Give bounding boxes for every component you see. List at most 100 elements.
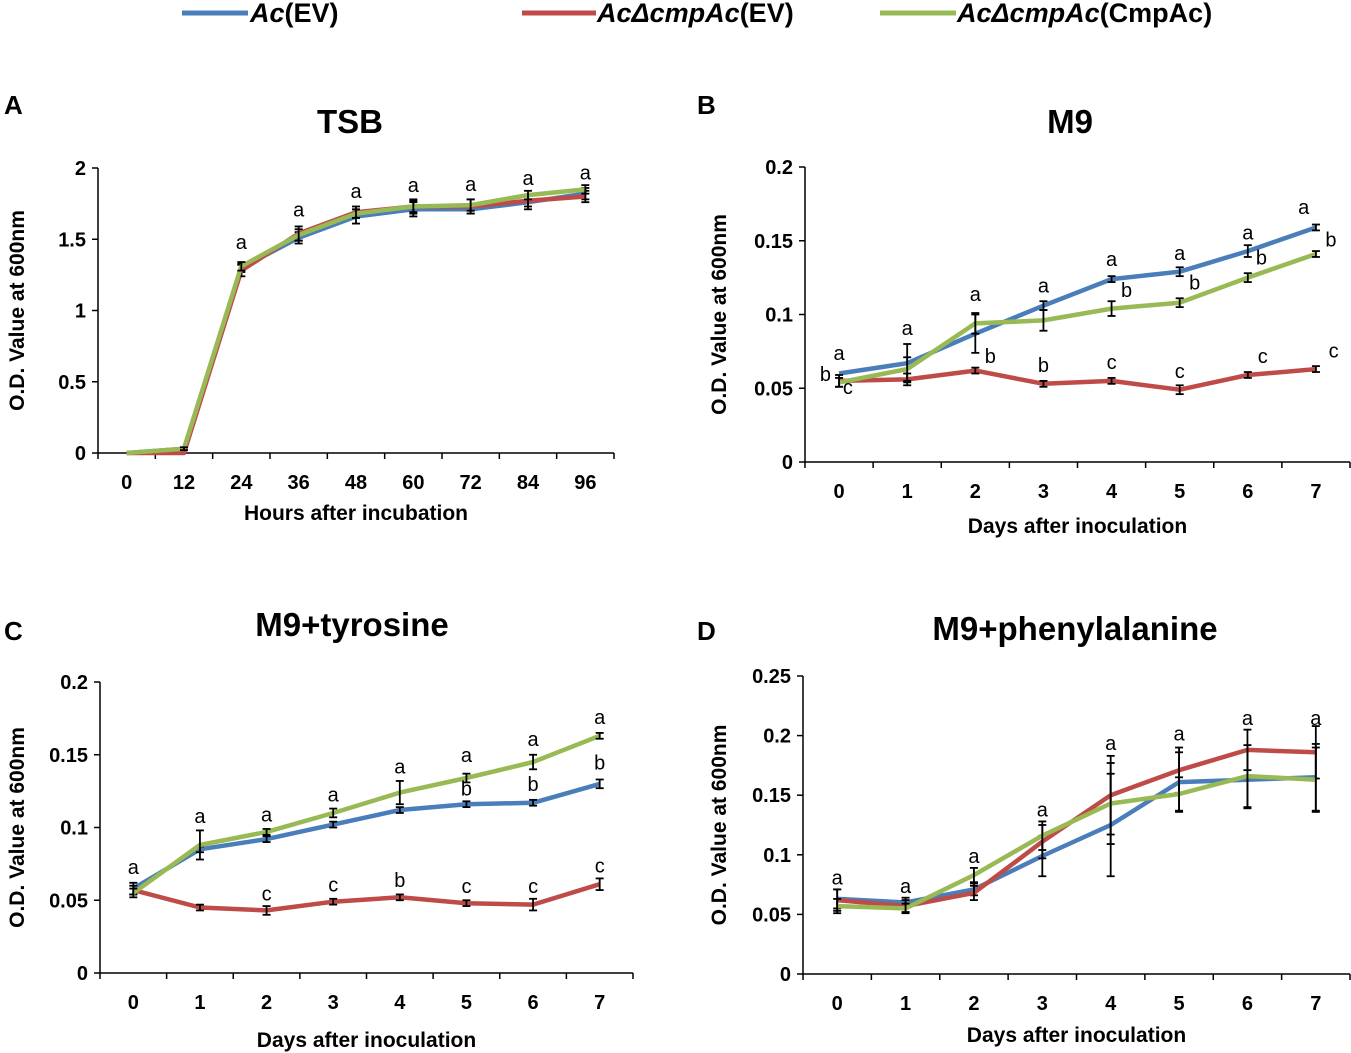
significance-label: c	[595, 856, 605, 878]
significance-label: a	[1310, 708, 1322, 730]
series-ac-cmpac-cmpac	[833, 744, 1320, 915]
x-tick-label: 4	[394, 992, 406, 1014]
series-line	[132, 882, 601, 913]
x-tick-label: 5	[1174, 993, 1185, 1015]
chart-panel-b: B M9 0 0.05 0.1 0.15 0.2 0 1 2 3 4 5 6 7 Days after ino…	[697, 90, 1351, 538]
series-line	[132, 781, 601, 891]
y-tick-label: 0.2	[765, 157, 793, 179]
y-tick-label: 0.5	[58, 372, 86, 394]
significance-label: a	[194, 806, 206, 828]
x-tick-label: 4	[1105, 993, 1117, 1015]
x-tick-label: 7	[594, 992, 605, 1014]
significance-label: a	[580, 162, 592, 184]
series-ac-ev	[838, 223, 1320, 384]
significance-label: c	[843, 377, 853, 399]
significance-label: b	[1121, 280, 1132, 302]
significance-label: a	[1038, 275, 1050, 297]
x-tick-label: 24	[230, 472, 253, 494]
series-ac-cmpac-cmpac	[129, 732, 604, 899]
significance-label: a	[970, 284, 982, 306]
legend-label-mutant-ev: AcΔcmpAc(EV)	[596, 0, 794, 28]
y-tick-label: 0.2	[763, 726, 791, 748]
significance-label: a	[594, 707, 606, 729]
series-ac-cmpac-cmpac	[126, 184, 590, 456]
x-tick-label: 7	[1310, 481, 1321, 503]
y-tick-label: 0.05	[49, 890, 88, 912]
significance-label: c	[262, 883, 272, 905]
y-tick-label: 0.15	[754, 231, 793, 253]
x-tick-label: 6	[1242, 481, 1253, 503]
significance-label: a	[1037, 800, 1049, 822]
panel-letter: B	[697, 90, 716, 120]
significance-label: a	[350, 181, 362, 203]
significance-label: c	[328, 875, 338, 897]
x-tick-label: 2	[970, 481, 981, 503]
significance-label: c	[1258, 346, 1268, 368]
x-tick-label: 0	[832, 993, 843, 1015]
series-line	[839, 366, 1317, 392]
y-axis-label: O.D. Value at 600nm	[708, 214, 731, 415]
y-tick-label: 0.1	[60, 818, 88, 840]
significance-label: b	[461, 778, 472, 800]
significance-label: a	[408, 175, 420, 197]
significance-label: b	[985, 346, 996, 368]
x-axis-label: Days after inoculation	[968, 515, 1187, 538]
x-axis-label: Days after inoculation	[257, 1029, 476, 1052]
x-tick-label: 0	[121, 472, 132, 494]
significance-label: a	[834, 343, 846, 365]
y-tick-label: 0	[780, 964, 791, 986]
significance-label: a	[328, 784, 340, 806]
y-axis-label: O.D. Value at 600nm	[6, 210, 29, 411]
significance-label: c	[461, 876, 471, 898]
x-tick-label: 0	[128, 992, 139, 1014]
y-axis-label: O.D. Value at 600nm	[6, 727, 29, 928]
y-tick-label: 0.1	[763, 845, 791, 867]
x-tick-label: 1	[900, 993, 911, 1015]
y-tick-label: 0.1	[765, 305, 793, 327]
x-tick-label: 36	[288, 472, 310, 494]
panel-letter: D	[697, 616, 716, 646]
legend-label-ac-ev: Ac(EV)	[249, 0, 339, 28]
significance-label: b	[1325, 230, 1336, 252]
significance-label: b	[1256, 247, 1267, 269]
y-tick-label: 0	[75, 443, 86, 465]
x-tick-label: 3	[1038, 481, 1049, 503]
x-tick-label: 6	[528, 992, 539, 1014]
significance-label: a	[1242, 222, 1254, 244]
significance-label: a	[261, 805, 273, 827]
chart-title: M9+tyrosine	[255, 606, 449, 643]
series-ac-cmpac-cmpac	[835, 250, 1320, 388]
x-tick-label: 3	[1037, 993, 1048, 1015]
significance-label: a	[1106, 249, 1118, 271]
x-tick-label: 0	[834, 481, 845, 503]
x-tick-label: 2	[968, 993, 979, 1015]
x-tick-label: 84	[517, 472, 540, 494]
chart-panel-c: C M9+tyrosine 0 0.05 0.1 0.15 0.2 0 1 2 3 4 5 6 7 Days …	[4, 606, 634, 1052]
significance-label: b	[820, 364, 831, 386]
legend: Ac(EV) AcΔcmpAc(EV) AcΔcmpAc(CmpAc)	[182, 0, 1212, 28]
significance-label: a	[1242, 708, 1254, 730]
x-tick-label: 72	[460, 472, 482, 494]
x-tick-label: 48	[345, 472, 367, 494]
x-tick-label: 1	[902, 481, 913, 503]
significance-label: b	[1038, 355, 1049, 377]
x-tick-label: 7	[1310, 993, 1321, 1015]
significance-label: a	[1174, 243, 1186, 265]
y-tick-label: 1.5	[58, 229, 86, 251]
y-tick-label: 0	[782, 452, 793, 474]
significance-label: c	[528, 876, 538, 898]
x-axis-label: Days after inoculation	[967, 1024, 1186, 1047]
significance-label: b	[528, 774, 539, 796]
significance-label: a	[900, 876, 912, 898]
significance-label: a	[968, 846, 980, 868]
x-tick-label: 1	[194, 992, 205, 1014]
significance-label: a	[832, 868, 844, 890]
significance-label: b	[1189, 272, 1200, 294]
x-tick-label: 60	[402, 472, 424, 494]
x-axis-label: Hours after incubation	[244, 502, 468, 525]
significance-label: a	[128, 857, 140, 879]
significance-label: a	[465, 174, 477, 196]
significance-label: a	[522, 168, 534, 190]
